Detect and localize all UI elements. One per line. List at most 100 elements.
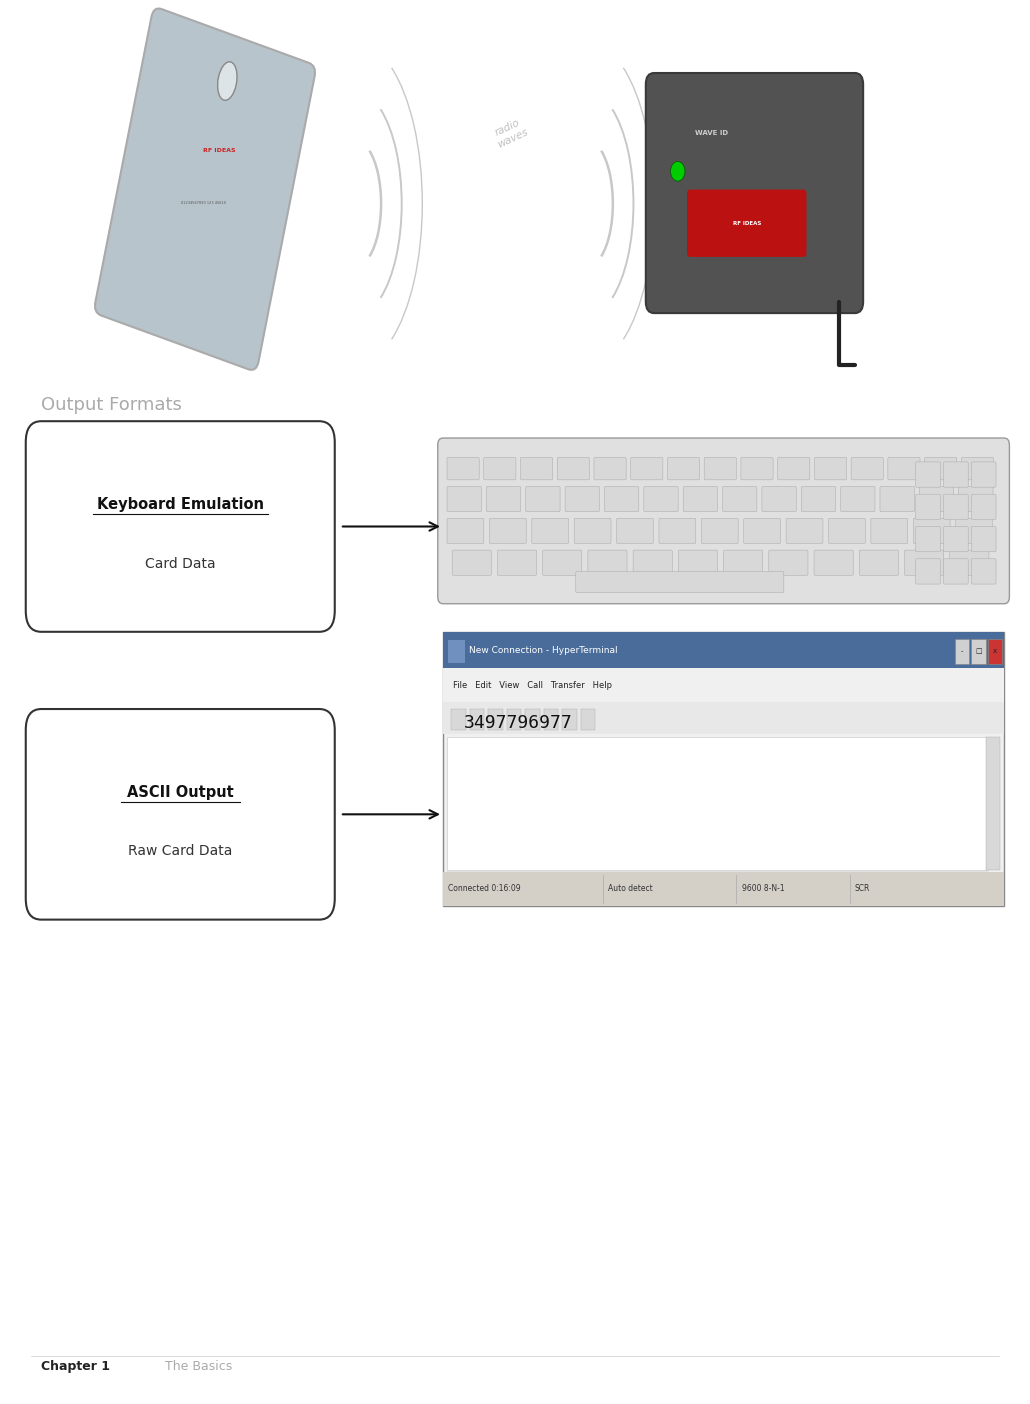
Text: 01234567890 123 45610: 01234567890 123 45610 — [181, 201, 226, 205]
FancyBboxPatch shape — [644, 486, 678, 511]
FancyBboxPatch shape — [95, 8, 315, 369]
FancyBboxPatch shape — [786, 518, 823, 543]
Bar — [447, 872, 988, 892]
FancyBboxPatch shape — [880, 486, 915, 511]
FancyBboxPatch shape — [574, 518, 611, 543]
FancyBboxPatch shape — [916, 526, 940, 552]
Bar — [443, 632, 1004, 668]
FancyBboxPatch shape — [557, 458, 589, 480]
FancyBboxPatch shape — [646, 73, 863, 313]
Text: Chapter 1: Chapter 1 — [41, 1360, 110, 1373]
FancyBboxPatch shape — [920, 486, 954, 511]
FancyBboxPatch shape — [497, 550, 537, 576]
FancyBboxPatch shape — [925, 458, 957, 480]
FancyBboxPatch shape — [801, 486, 835, 511]
Bar — [488, 709, 503, 730]
FancyBboxPatch shape — [871, 518, 907, 543]
Text: Output Formats: Output Formats — [41, 396, 182, 414]
FancyBboxPatch shape — [484, 458, 516, 480]
Text: 9600 8-N-1: 9600 8-N-1 — [742, 885, 784, 893]
Text: □: □ — [975, 649, 982, 654]
Text: ASCII Output: ASCII Output — [127, 785, 234, 800]
FancyBboxPatch shape — [959, 486, 993, 511]
FancyBboxPatch shape — [687, 190, 806, 257]
FancyBboxPatch shape — [828, 518, 865, 543]
Text: Connected 0:16:09: Connected 0:16:09 — [448, 885, 521, 893]
Bar — [581, 709, 595, 730]
Text: x: x — [993, 649, 997, 654]
Text: The Basics: The Basics — [165, 1360, 232, 1373]
Bar — [507, 709, 521, 730]
Text: 3497796977: 3497796977 — [464, 715, 573, 731]
FancyBboxPatch shape — [683, 486, 718, 511]
Bar — [544, 709, 558, 730]
FancyBboxPatch shape — [520, 458, 553, 480]
FancyBboxPatch shape — [815, 458, 847, 480]
FancyBboxPatch shape — [956, 518, 993, 543]
Text: Raw Card Data: Raw Card Data — [128, 844, 233, 858]
FancyBboxPatch shape — [768, 550, 808, 576]
FancyBboxPatch shape — [565, 486, 599, 511]
Text: -: - — [961, 649, 963, 654]
FancyBboxPatch shape — [588, 550, 627, 576]
FancyBboxPatch shape — [633, 550, 673, 576]
FancyBboxPatch shape — [543, 550, 582, 576]
Bar — [988, 639, 1002, 664]
FancyBboxPatch shape — [744, 518, 781, 543]
FancyBboxPatch shape — [914, 518, 950, 543]
FancyBboxPatch shape — [26, 709, 335, 920]
FancyBboxPatch shape — [531, 518, 569, 543]
Ellipse shape — [217, 62, 237, 100]
FancyBboxPatch shape — [971, 526, 996, 552]
FancyBboxPatch shape — [741, 458, 774, 480]
FancyBboxPatch shape — [943, 526, 968, 552]
FancyBboxPatch shape — [971, 494, 996, 519]
FancyBboxPatch shape — [576, 571, 784, 592]
Text: RF IDEAS: RF IDEAS — [732, 220, 761, 226]
Bar — [447, 737, 988, 870]
FancyBboxPatch shape — [814, 550, 853, 576]
FancyBboxPatch shape — [701, 518, 739, 543]
Text: File   Edit   View   Call   Transfer   Help: File Edit View Call Transfer Help — [453, 681, 612, 689]
FancyBboxPatch shape — [723, 550, 763, 576]
FancyBboxPatch shape — [916, 559, 940, 584]
FancyBboxPatch shape — [943, 494, 968, 519]
FancyBboxPatch shape — [840, 486, 874, 511]
FancyBboxPatch shape — [859, 550, 898, 576]
FancyBboxPatch shape — [630, 458, 663, 480]
Bar — [470, 709, 484, 730]
FancyBboxPatch shape — [971, 559, 996, 584]
FancyBboxPatch shape — [447, 486, 481, 511]
Bar — [986, 737, 1000, 870]
Bar — [562, 709, 577, 730]
Bar — [451, 709, 466, 730]
FancyBboxPatch shape — [950, 550, 989, 576]
FancyBboxPatch shape — [971, 462, 996, 487]
FancyBboxPatch shape — [851, 458, 884, 480]
FancyBboxPatch shape — [888, 458, 920, 480]
FancyBboxPatch shape — [447, 458, 479, 480]
FancyBboxPatch shape — [525, 486, 560, 511]
FancyBboxPatch shape — [447, 518, 484, 543]
FancyBboxPatch shape — [617, 518, 653, 543]
Bar — [443, 872, 1004, 906]
FancyBboxPatch shape — [705, 458, 736, 480]
FancyBboxPatch shape — [943, 559, 968, 584]
Bar — [448, 640, 465, 663]
FancyBboxPatch shape — [762, 486, 796, 511]
FancyBboxPatch shape — [667, 458, 699, 480]
FancyBboxPatch shape — [778, 458, 810, 480]
Circle shape — [671, 161, 685, 181]
FancyBboxPatch shape — [904, 550, 943, 576]
FancyBboxPatch shape — [943, 462, 968, 487]
FancyBboxPatch shape — [486, 486, 521, 511]
FancyBboxPatch shape — [916, 494, 940, 519]
Bar — [443, 632, 1004, 906]
FancyBboxPatch shape — [722, 486, 757, 511]
FancyBboxPatch shape — [594, 458, 626, 480]
Text: RF IDEAS: RF IDEAS — [203, 149, 235, 153]
Text: Keyboard Emulation: Keyboard Emulation — [97, 497, 264, 512]
Text: Card Data: Card Data — [145, 556, 215, 570]
FancyBboxPatch shape — [489, 518, 526, 543]
Bar — [525, 709, 540, 730]
